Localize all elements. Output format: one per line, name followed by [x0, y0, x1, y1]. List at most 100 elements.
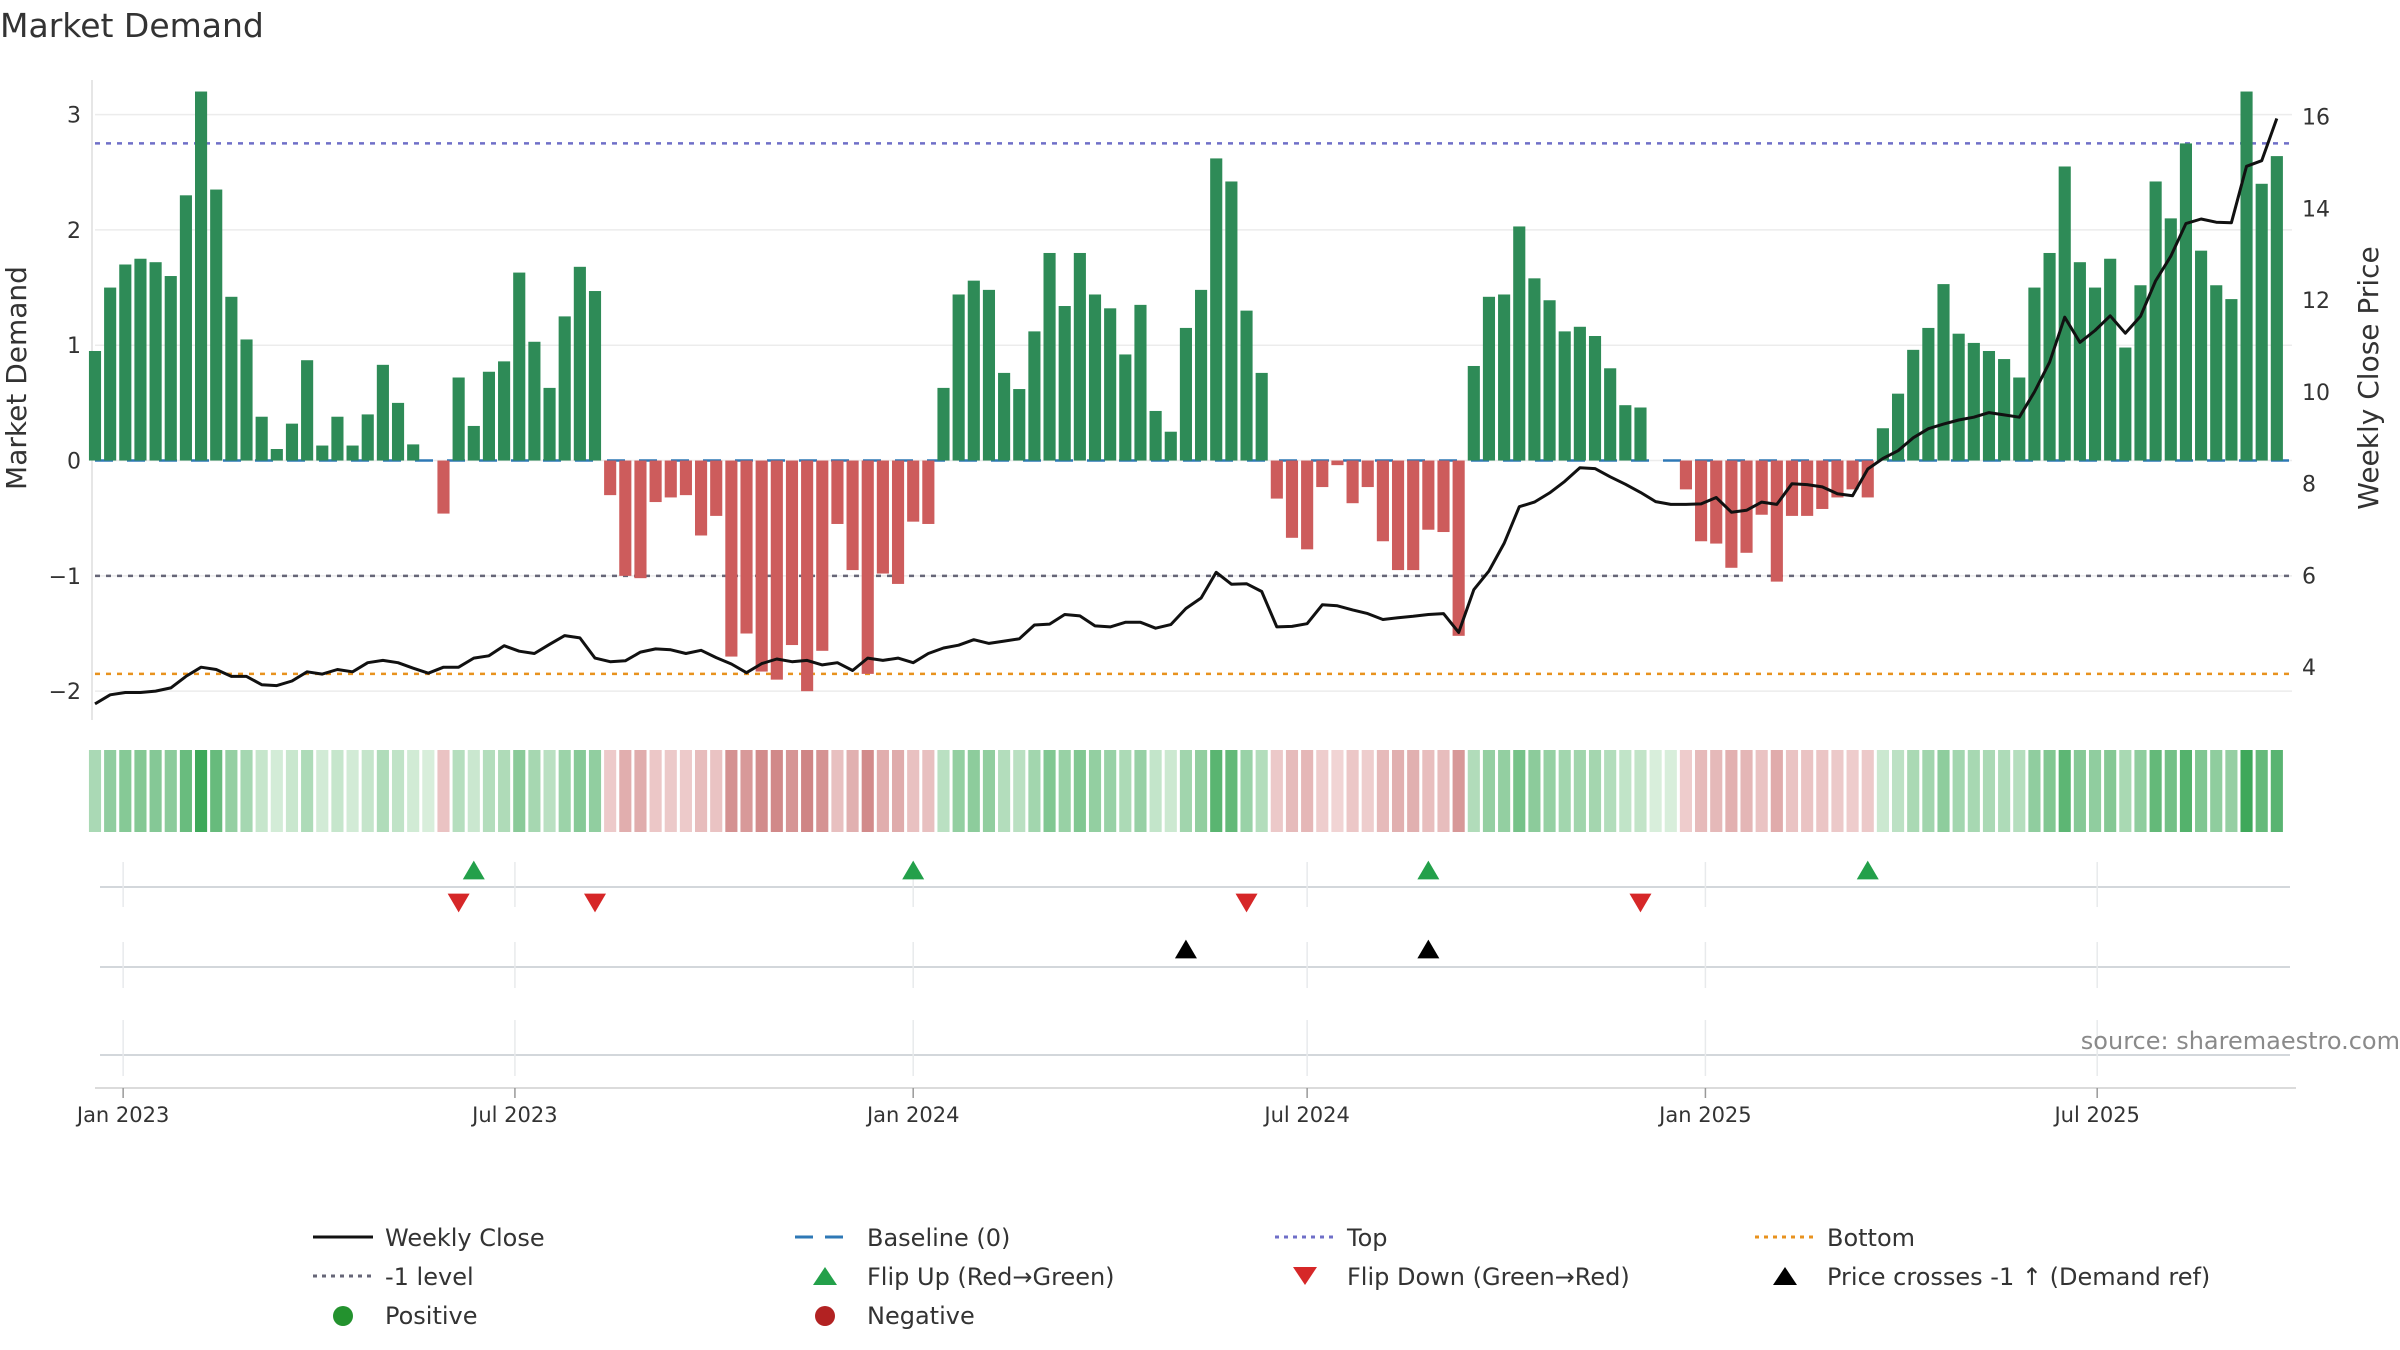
price-cross-marker [1417, 939, 1440, 959]
heat-cell [1543, 750, 1556, 832]
negative-bar [846, 460, 859, 571]
positive-bar [2195, 250, 2208, 461]
heat-cell [1907, 750, 1920, 832]
legend-swatch [813, 1267, 837, 1285]
heat-cell [2134, 750, 2147, 832]
negative-bar [1361, 460, 1374, 488]
heat-cell [558, 750, 571, 832]
y2-tick-label: 12 [2302, 289, 2330, 314]
heat-cell [1498, 750, 1511, 832]
positive-bar [467, 425, 480, 461]
heat-cell [1361, 750, 1374, 832]
heat-cell [104, 750, 117, 832]
heat-cell [376, 750, 389, 832]
negative-bar [922, 460, 935, 524]
legend-item: Top [1275, 1224, 1388, 1252]
negative-bar [710, 460, 723, 516]
heat-cell [240, 750, 253, 832]
legend-swatch [333, 1306, 353, 1326]
heat-cell [2073, 750, 2086, 832]
positive-bar [346, 445, 359, 461]
heat-cell [785, 750, 799, 832]
positive-bar [482, 371, 496, 461]
y2-tick-label: 8 [2302, 473, 2316, 498]
heat-cell [1376, 750, 1389, 832]
heat-cell [1316, 750, 1329, 832]
negative-bar [1270, 460, 1283, 499]
positive-bar [270, 449, 283, 461]
positive-bar [2179, 143, 2192, 461]
negative-bar [1437, 460, 1450, 533]
positive-bar [2119, 347, 2132, 461]
demand-bars [88, 91, 2283, 692]
heat-cell [1301, 750, 1314, 832]
legend-swatch [815, 1306, 835, 1326]
negative-bar [1861, 460, 1874, 498]
heat-cell [179, 750, 192, 832]
legend-label: -1 level [385, 1263, 474, 1291]
y-tick-label: 3 [67, 104, 81, 129]
negative-bar [907, 460, 920, 522]
positive-bar [1119, 354, 1132, 461]
positive-bar [285, 423, 299, 461]
positive-bar [528, 341, 541, 461]
positive-bar [1634, 407, 1647, 461]
heat-cell [482, 750, 496, 832]
positive-bar [134, 258, 147, 461]
positive-bar [498, 361, 511, 461]
heat-cell [225, 750, 238, 832]
positive-bar [331, 416, 344, 461]
negative-bar [1407, 460, 1420, 571]
positive-bar [1498, 294, 1511, 461]
negative-bar [1801, 460, 1814, 516]
legend-item: Flip Up (Red→Green) [813, 1263, 1115, 1291]
positive-bar [1073, 252, 1086, 461]
legend-item: -1 level [313, 1263, 474, 1291]
positive-bar [967, 280, 980, 461]
positive-bar [1907, 349, 1920, 461]
heat-cell [467, 750, 480, 832]
heat-cell [1785, 750, 1799, 832]
heat-cell [452, 750, 465, 832]
heat-cell [270, 750, 283, 832]
negative-bar [1710, 460, 1723, 544]
positive-bar [301, 360, 314, 461]
heat-cell [1740, 750, 1753, 832]
legend-item: Bottom [1755, 1224, 1915, 1252]
positive-bar [2073, 262, 2086, 461]
positive-bar [149, 262, 162, 461]
heat-cell [1861, 750, 1874, 832]
source-note: source: sharemaestro.com [2081, 1027, 2400, 1055]
legend-item: Price crosses -1 ↑ (Demand ref) [1773, 1263, 2210, 1291]
heat-cell [1801, 750, 1814, 832]
positive-bar [1013, 389, 1026, 461]
negative-bar [679, 460, 692, 496]
heat-cell [210, 750, 223, 832]
heat-cell [816, 750, 829, 832]
positive-bar [407, 444, 420, 461]
negative-bar [785, 460, 799, 646]
heat-cell [1816, 750, 1829, 832]
positive-bar [1937, 284, 1950, 461]
heat-cell [1437, 750, 1450, 832]
heat-cell [1604, 750, 1617, 832]
positive-bar [1922, 327, 1935, 461]
positive-bar [2028, 287, 2041, 461]
heat-cell [119, 750, 132, 832]
positive-bar [316, 445, 329, 461]
negative-bar [1285, 460, 1299, 538]
flip-down-marker [447, 893, 470, 913]
y-tick-label: 2 [67, 219, 81, 244]
positive-bar [376, 364, 389, 461]
positive-bar [1225, 181, 1238, 461]
negative-bar [1831, 460, 1844, 498]
heat-cell [2179, 750, 2192, 832]
heat-cell [1270, 750, 1283, 832]
chart-title: Market Demand [0, 6, 264, 45]
positive-bar [88, 350, 102, 461]
negative-bar [876, 460, 889, 574]
heat-cell [543, 750, 556, 832]
positive-bar [1179, 327, 1192, 461]
negative-bar [1679, 460, 1692, 490]
heat-cell [1695, 750, 1708, 832]
